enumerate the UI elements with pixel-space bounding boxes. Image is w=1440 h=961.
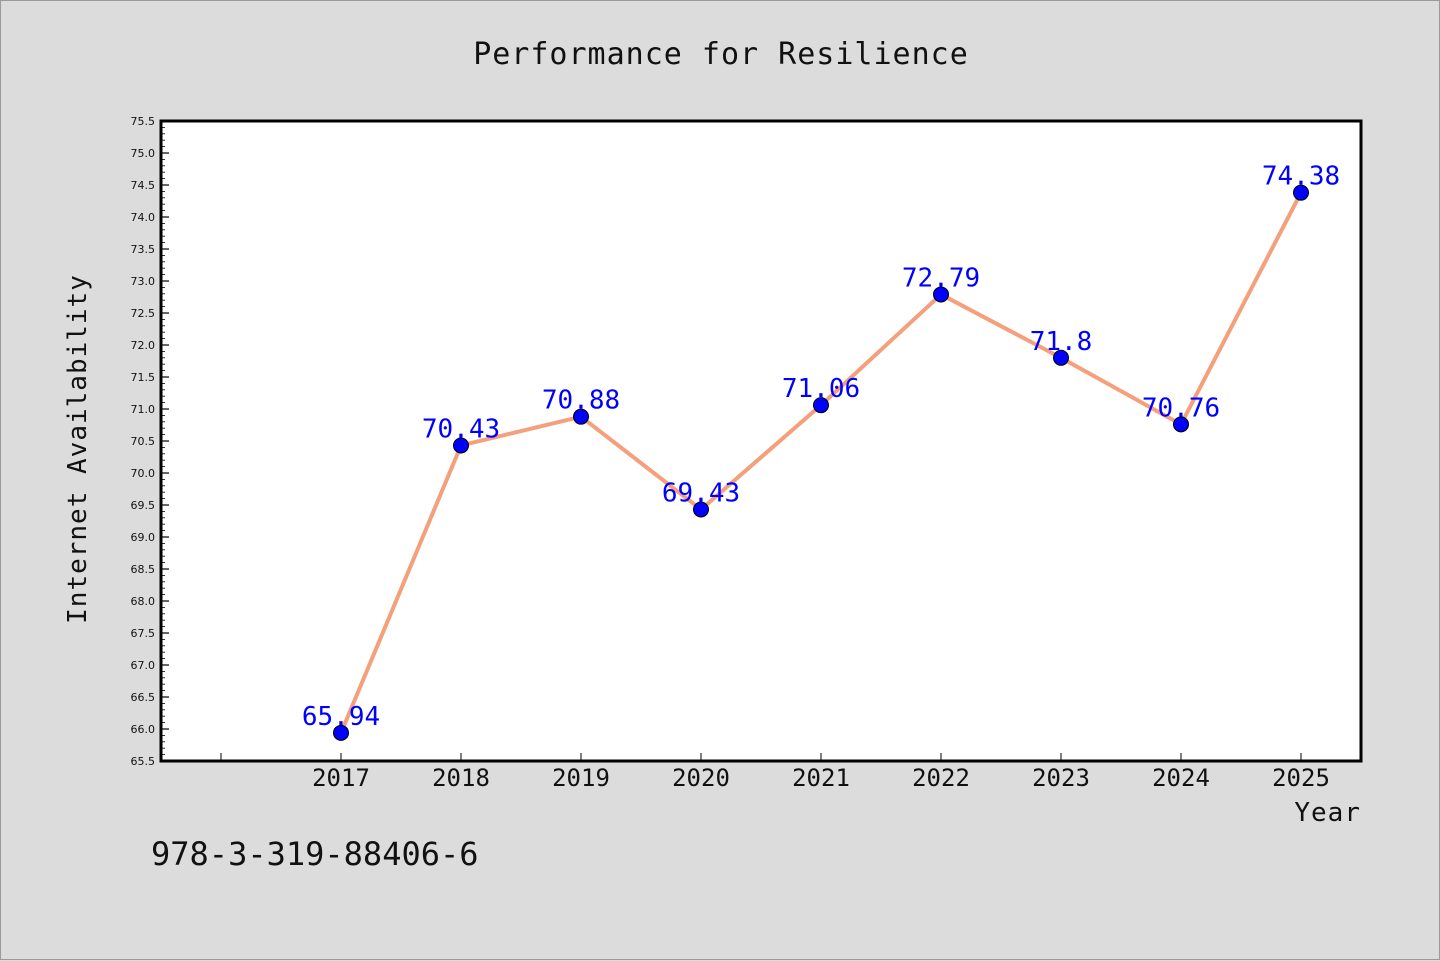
y-tick-label: 66.0 [131, 723, 156, 736]
y-axis-label: Internet Availability [63, 274, 93, 624]
data-label: 72.79 [902, 263, 980, 293]
data-point [813, 397, 829, 414]
y-tick-label: 75.0 [131, 147, 156, 160]
y-tick-label: 73.5 [131, 243, 156, 256]
y-tick-label: 75.5 [131, 115, 156, 128]
data-label: 70.43 [422, 414, 500, 444]
y-axis: 65.5 66.0 66.5 67.0 67.5 68.0 68.5 69.0 69.5 70.0… [131, 115, 169, 768]
data-point [1053, 349, 1069, 366]
footer-isbn: 978-3-319-88406-6 [151, 835, 479, 873]
x-axis-label: Year [1294, 798, 1361, 828]
y-tick-label: 70.0 [131, 467, 156, 480]
plot-area [159, 119, 1363, 763]
x-tick-label: 2021 [792, 764, 850, 792]
x-tick-label: 2020 [672, 764, 730, 792]
y-tick-label: 65.5 [131, 755, 156, 768]
y-tick-label: 74.0 [131, 211, 156, 224]
data-label-layer: 65.94 70.43 70.88 69.43 71.06 72.79 71.8 70.76 7… [302, 162, 1340, 732]
x-tick-label: 2017 [312, 764, 370, 792]
x-tick-label: 2019 [552, 764, 610, 792]
y-tick-label: 71.5 [131, 371, 156, 384]
data-label: 71.06 [782, 374, 860, 404]
data-point [693, 501, 709, 518]
data-label: 70.76 [1142, 393, 1220, 423]
data-point [933, 286, 949, 303]
y-tick-label: 74.5 [131, 179, 156, 192]
x-tick-label: 2024 [1152, 764, 1210, 792]
chart-title: Performance for Resilience [473, 37, 969, 72]
x-tick-label: 2018 [432, 764, 490, 792]
y-tick-label: 70.5 [131, 435, 156, 448]
data-label: 74.38 [1262, 162, 1340, 192]
y-tick-label: 72.0 [131, 339, 156, 352]
data-point [1173, 416, 1189, 433]
x-tick-label: 2023 [1032, 764, 1090, 792]
x-tick-label: 2025 [1272, 764, 1330, 792]
data-label: 70.88 [542, 386, 620, 416]
y-tick-label: 68.0 [131, 595, 156, 608]
y-tick-label: 68.5 [131, 563, 156, 576]
data-point [1293, 184, 1309, 201]
y-tick-label: 66.5 [131, 691, 156, 704]
data-point [453, 437, 469, 454]
y-tick-label: 67.0 [131, 659, 156, 672]
data-label: 65.94 [302, 702, 380, 732]
x-axis: 2017 2018 2019 2020 2021 2022 2023 2024 2025 [220, 753, 1330, 792]
data-label: 69.43 [662, 478, 740, 508]
data-point [573, 408, 589, 425]
data-point [333, 724, 349, 741]
data-label: 71.8 [1030, 327, 1093, 357]
y-tick-label: 69.5 [131, 499, 156, 512]
y-tick-label: 72.5 [131, 307, 156, 320]
y-tick-label: 71.0 [131, 403, 156, 416]
y-tick-label: 67.5 [131, 627, 156, 640]
x-tick-label: 2022 [912, 764, 970, 792]
series-layer [333, 184, 1309, 741]
y-tick-label: 69.0 [131, 531, 156, 544]
y-tick-label: 73.0 [131, 275, 156, 288]
